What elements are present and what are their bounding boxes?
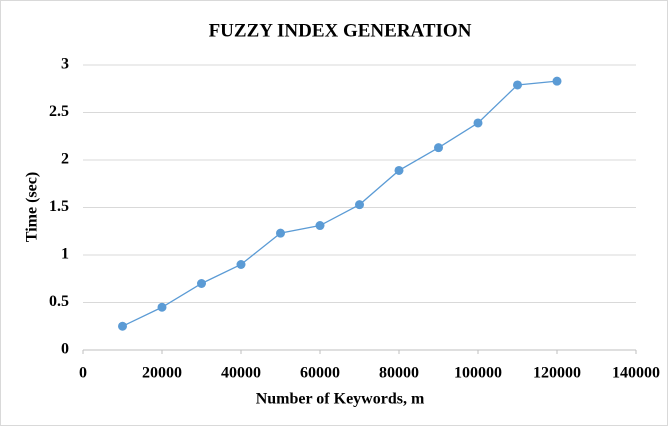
y-tick-label: 3	[61, 56, 69, 73]
x-tick-label: 120000	[533, 365, 581, 382]
x-tick-label: 40000	[221, 365, 261, 382]
x-tick-label: 140000	[612, 365, 660, 382]
y-tick-label: 1	[61, 246, 69, 263]
y-tick-label: 0	[61, 341, 69, 358]
x-axis-title: Number of Keywords, m	[256, 391, 425, 408]
y-tick-label: 1.5	[49, 198, 69, 215]
data-point	[552, 76, 562, 86]
x-tick-label: 60000	[300, 365, 340, 382]
data-point	[473, 118, 483, 128]
x-tick-label: 100000	[454, 365, 502, 382]
x-tick-label: 0	[79, 365, 87, 382]
x-tick-label: 20000	[142, 365, 182, 382]
series-line	[122, 80, 558, 327]
data-point	[315, 221, 325, 231]
data-point	[355, 200, 364, 210]
chart-title: FUZZY INDEX GENERATION	[209, 20, 472, 41]
data-point	[197, 279, 206, 288]
data-point	[118, 321, 127, 331]
data-point	[394, 165, 404, 175]
x-tick-label: 80000	[379, 365, 419, 382]
y-tick-label: 2.5	[49, 103, 69, 120]
data-point	[434, 143, 443, 153]
data-point	[276, 228, 285, 238]
data-point	[236, 260, 246, 269]
y-axis-title: Time (sec)	[24, 172, 41, 242]
y-tick-label: 0.5	[49, 293, 69, 310]
y-tick-label: 2	[61, 151, 69, 168]
data-point	[513, 80, 522, 90]
data-point	[157, 302, 167, 312]
